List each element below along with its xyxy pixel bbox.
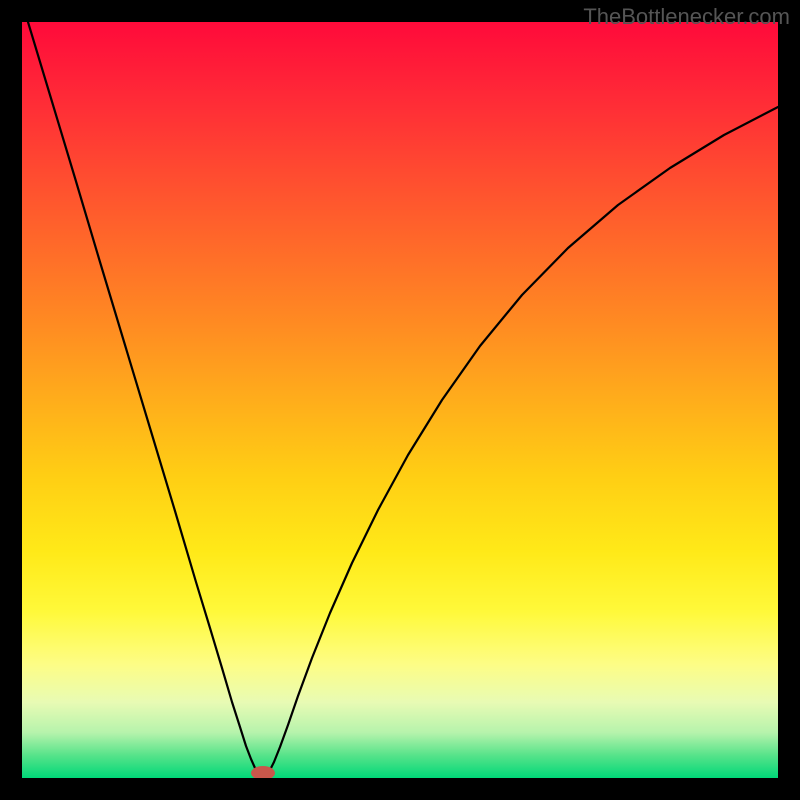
minimum-marker [251, 766, 275, 780]
plot-background [22, 22, 778, 778]
bottleneck-chart [0, 0, 800, 800]
chart-container: TheBottlenecker.com [0, 0, 800, 800]
